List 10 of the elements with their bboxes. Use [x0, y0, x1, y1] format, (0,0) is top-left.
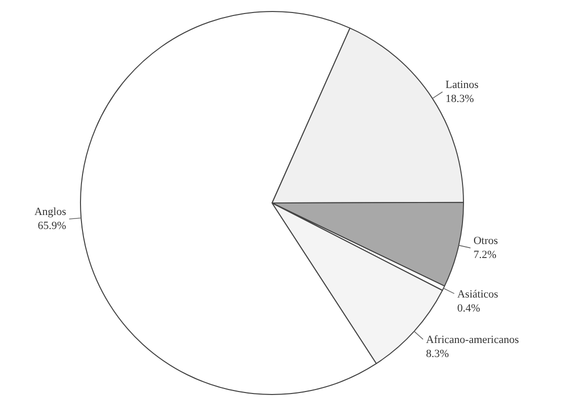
slice-label: Anglos: [34, 206, 66, 218]
data-label: 65.9%: [38, 220, 66, 232]
data-label: 7.2%: [473, 248, 496, 261]
slice-label: Latinos: [445, 78, 478, 91]
data-label: 18.3%: [445, 92, 474, 105]
slice-label: Otros: [473, 234, 498, 247]
data-label: 0.4%: [457, 302, 480, 314]
slice-label: Africano-americanos: [426, 334, 519, 346]
slice-label: Asiáticos: [457, 288, 498, 300]
data-label: 8.3%: [426, 348, 449, 360]
